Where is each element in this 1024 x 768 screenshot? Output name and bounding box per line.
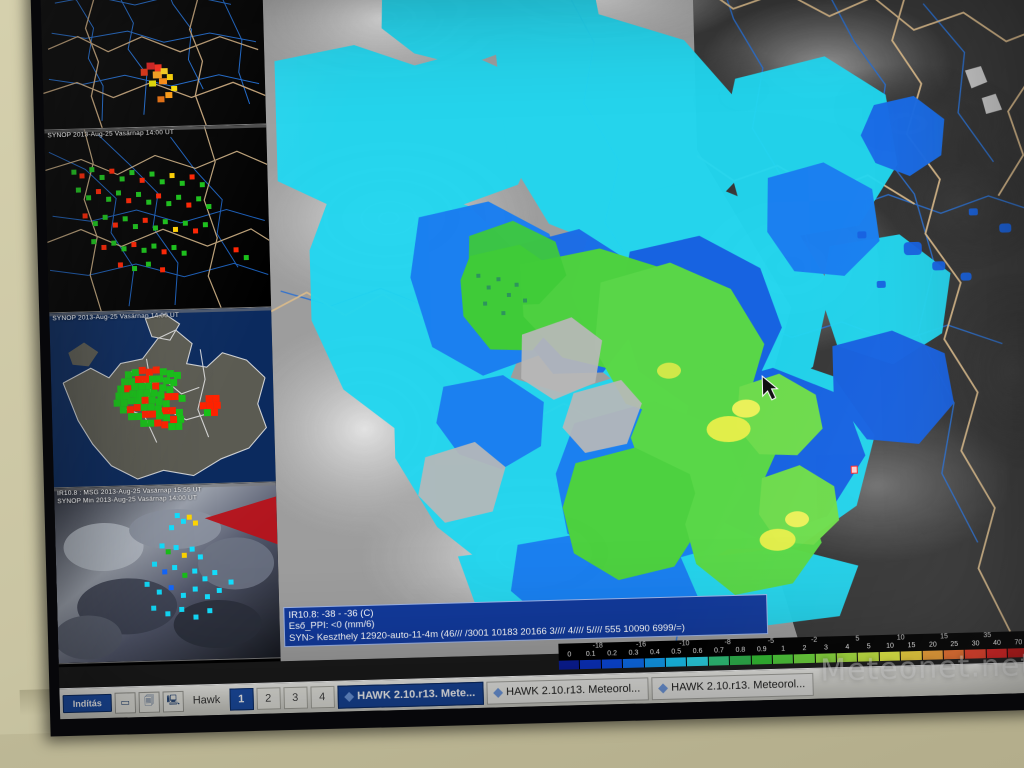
color-swatch-7 bbox=[708, 656, 731, 666]
scale-upper-tick: -5 bbox=[767, 637, 775, 646]
side-panel-column: SYNOP 2013-Aug-25 Vasárnap 14:00 UT bbox=[39, 0, 281, 668]
task-button-hawk-3[interactable]: HAWK 2.10.r13. Meteorol... bbox=[650, 672, 814, 700]
color-swatch-17 bbox=[922, 650, 944, 660]
task-label: HAWK 2.10.r13. Mete... bbox=[357, 687, 476, 703]
radar-precipitation-layer bbox=[274, 0, 1012, 632]
scale-tick: 0.8 bbox=[735, 646, 746, 654]
scale-tick: 0.9 bbox=[756, 646, 767, 654]
scale-tick: 10 bbox=[886, 642, 895, 650]
task-button-hawk-1[interactable]: HAWK 2.10.r13. Mete... bbox=[336, 681, 484, 709]
color-swatch-5 bbox=[665, 657, 688, 667]
taskbar[interactable]: Indítás ▭ 🗐 🖳 Hawk 1 2 3 4 HAWK 2.10.r13… bbox=[59, 661, 1024, 720]
side-panel-synop-regional[interactable]: SYNOP 2013-Aug-25 Vasárnap 14:00 UT bbox=[44, 124, 272, 314]
desktop: SYNOP 2013-Aug-25 Vasárnap 14:00 UT bbox=[39, 0, 1024, 720]
scale-tick: 0.5 bbox=[671, 648, 682, 656]
scale-upper-tick: 15 bbox=[940, 633, 949, 641]
workspace-2[interactable]: 2 bbox=[255, 687, 281, 710]
screen-frame: SYNOP 2013-Aug-25 Vasárnap 14:00 UT bbox=[29, 0, 1024, 737]
scale-tick: 3 bbox=[823, 644, 828, 652]
scale-upper-tick: 5 bbox=[855, 635, 860, 643]
color-swatch-12 bbox=[815, 653, 838, 663]
scale-tick: 70 bbox=[1014, 639, 1023, 647]
side-panel-synop-europe[interactable]: SYNOP 2013-Aug-25 Vasárnap 14:00 UT bbox=[49, 307, 276, 489]
arrow-cursor bbox=[761, 375, 779, 401]
color-swatch-8 bbox=[729, 655, 752, 666]
side-panel-ir-satellite[interactable]: IR10.8 : MSG 2013-Aug-25 Vasárnap 15:55 … bbox=[53, 482, 281, 665]
start-button[interactable]: Indítás bbox=[62, 693, 113, 714]
color-swatch-13 bbox=[836, 652, 859, 663]
scale-tick: 0.4 bbox=[649, 649, 660, 657]
task-button-hawk-2[interactable]: HAWK 2.10.r13. Meteorol... bbox=[485, 676, 649, 705]
synop-europe-graphic bbox=[49, 307, 276, 488]
color-swatch-0 bbox=[558, 660, 581, 670]
task-icon bbox=[492, 687, 503, 698]
scale-upper-tick: 35 bbox=[983, 632, 992, 640]
task-label: HAWK 2.10.r13. Meteorol... bbox=[671, 678, 806, 694]
workspace-3[interactable]: 3 bbox=[282, 686, 308, 710]
color-swatch-14 bbox=[858, 652, 880, 662]
color-swatch-18 bbox=[943, 649, 966, 660]
color-swatch-2 bbox=[601, 659, 624, 669]
scale-tick: 5 bbox=[866, 643, 871, 651]
taskgroup-label: Hawk bbox=[192, 693, 221, 707]
scale-upper-tick: -18 bbox=[592, 642, 603, 650]
scale-tick: 15 bbox=[907, 642, 916, 650]
color-swatch-15 bbox=[879, 651, 902, 662]
scale-tick: 30 bbox=[971, 640, 980, 648]
color-swatch-11 bbox=[794, 653, 816, 664]
workspace-1[interactable]: 1 bbox=[228, 688, 254, 711]
scale-upper-tick: -16 bbox=[635, 641, 647, 649]
window-icon[interactable]: ▭ bbox=[114, 691, 137, 714]
synop-regional-graphic bbox=[44, 124, 272, 313]
scale-tick: 0.6 bbox=[692, 647, 703, 656]
color-swatch-21 bbox=[1007, 648, 1024, 658]
color-swatch-20 bbox=[986, 648, 1009, 659]
task-label: HAWK 2.10.r13. Meteorol... bbox=[506, 682, 641, 699]
scale-tick: 0.3 bbox=[628, 649, 639, 657]
side-panel-radar-hungary[interactable] bbox=[39, 0, 267, 131]
color-swatch-4 bbox=[644, 657, 666, 668]
main-map-view[interactable]: Magyarország Eső_PPI (mm/6) Kompozit 201… bbox=[261, 0, 1024, 662]
scale-upper-tick: 10 bbox=[896, 634, 905, 642]
color-swatch-9 bbox=[751, 654, 773, 665]
color-swatch-1 bbox=[580, 659, 602, 670]
ir-satellite-graphic bbox=[53, 482, 281, 664]
scale-upper-tick: -2 bbox=[810, 636, 818, 644]
color-swatch-3 bbox=[622, 658, 645, 669]
monitor-icon[interactable]: 🖳 bbox=[162, 690, 185, 712]
scale-tick: 0.1 bbox=[585, 650, 596, 659]
radar-hungary-graphic bbox=[39, 0, 267, 130]
color-swatch-16 bbox=[900, 650, 923, 661]
scale-tick: 2 bbox=[802, 645, 807, 653]
scale-tick: 4 bbox=[845, 643, 850, 651]
scale-tick: 0.7 bbox=[714, 647, 724, 655]
files-icon[interactable]: 🗐 bbox=[138, 691, 161, 713]
scale-tick: 20 bbox=[928, 641, 937, 649]
scale-tick: 0 bbox=[567, 651, 572, 659]
scale-tick: 1 bbox=[781, 645, 786, 653]
scale-tick: 40 bbox=[993, 639, 1002, 647]
task-icon bbox=[657, 682, 668, 693]
workspace-4[interactable]: 4 bbox=[309, 685, 335, 709]
scale-tick: 0.2 bbox=[607, 650, 618, 658]
color-swatch-6 bbox=[687, 656, 709, 667]
color-swatch-19 bbox=[965, 649, 987, 659]
task-icon bbox=[343, 691, 354, 702]
scale-upper-tick: -10 bbox=[679, 640, 690, 648]
color-swatch-10 bbox=[772, 654, 795, 664]
scale-tick: 25 bbox=[950, 640, 959, 649]
scale-upper-tick: -8 bbox=[724, 639, 731, 647]
